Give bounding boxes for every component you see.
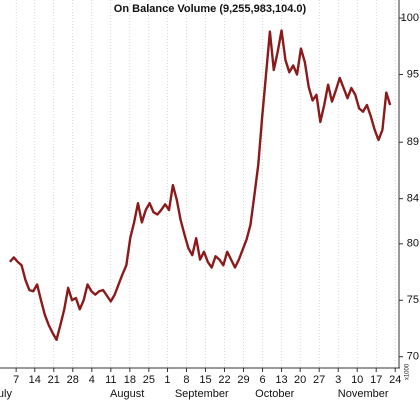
month-label: August xyxy=(110,388,144,400)
x-tick-label: 28 xyxy=(67,374,79,386)
month-label: uly xyxy=(0,388,12,400)
x-tick-label: 14 xyxy=(29,374,41,386)
y-tick-label: 89 xyxy=(407,136,419,148)
y-tick-label: 75 xyxy=(407,294,419,306)
x-tick-label: 7 xyxy=(13,374,19,386)
x-tick-label: 20 xyxy=(294,374,306,386)
x-tick-label: 18 xyxy=(124,374,136,386)
x-tick-label: 4 xyxy=(89,374,95,386)
x-tick-label: 3 xyxy=(335,374,341,386)
axis-unit: x1000 xyxy=(405,363,411,380)
x-tick-label: 29 xyxy=(237,374,249,386)
obv-line xyxy=(9,29,392,341)
x-tick-label: 10 xyxy=(351,374,363,386)
month-label: November xyxy=(338,388,389,400)
x-tick-label: 21 xyxy=(48,374,60,386)
x-tick-label: 27 xyxy=(313,374,325,386)
x-tick-label: 25 xyxy=(143,374,155,386)
x-tick-label: 11 xyxy=(105,374,116,386)
month-label: October xyxy=(255,388,294,400)
month-label: September xyxy=(175,388,229,400)
x-tick-label: 1 xyxy=(164,374,170,386)
y-tick-label: 95 xyxy=(407,68,419,80)
y-tick-label: 100 xyxy=(401,12,419,24)
chart-title: On Balance Volume (9,255,983,104.0) xyxy=(114,3,307,15)
y-tick-label: 70 xyxy=(407,351,419,363)
y-tick-label: 84 xyxy=(407,193,419,205)
x-tick-label: 15 xyxy=(199,374,211,386)
x-tick-label: 17 xyxy=(370,374,382,386)
x-tick-label: 13 xyxy=(275,374,287,386)
y-tick-label: 80 xyxy=(407,238,419,250)
x-tick-label: 24 xyxy=(389,374,401,386)
x-tick-label: 6 xyxy=(259,374,265,386)
x-tick-label: 8 xyxy=(183,374,189,386)
x-tick-label: 22 xyxy=(218,374,230,386)
